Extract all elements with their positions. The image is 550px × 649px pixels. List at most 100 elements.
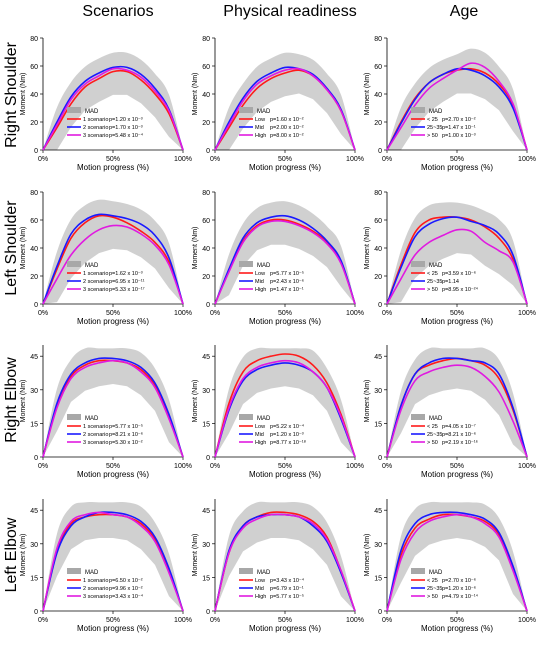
y-tick-label: 30 [374,388,382,395]
x-tick-label: 50% [106,617,120,624]
legend-label: > 50 [427,594,438,600]
y-tick-label: 40 [374,246,382,253]
y-axis-label: Moment (Nm) [364,534,371,577]
chart-grid: 0 20 40 60 80 0% 50% 100% Motion progress (%) Mom… [20,36,536,633]
y-tick-label: 15 [30,421,38,428]
series-line [386,513,528,612]
y-tick-label: 60 [30,218,38,225]
x-tick-label: 50% [278,617,292,624]
x-tick-label: 50% [450,310,464,317]
column-title-age: Age [450,3,479,20]
series-line [386,364,528,458]
chart-panel: 0 15 30 45 0% 50% 100% Motion progress (%) Momen… [20,499,192,633]
y-tick-label: 80 [374,190,382,197]
series-line [386,62,528,151]
x-tick-label: 50% [450,617,464,624]
legend-swatch-mad [239,568,253,574]
chart-panel: 0 20 40 60 80 0% 50% 100% Motion progress (%) Mom… [20,190,192,326]
legend-p-value: p=8.00 x 10⁻² [270,133,304,139]
y-axis-label: Moment (Nm) [364,227,371,270]
x-tick-label: 0% [210,463,220,470]
x-tick-label: 100% [174,463,192,470]
legend-p-value: p=6.50 x 10⁻² [109,578,143,584]
legend-label: < 25 [427,578,438,584]
series-line [42,214,184,305]
legend-label-mad: MAD [429,263,443,269]
x-tick-label: 50% [278,310,292,317]
x-tick-label: 100% [518,156,536,163]
legend-swatch-mad [67,568,81,574]
y-axis-label: Moment (Nm) [192,227,199,270]
y-tick-label: 20 [202,274,210,281]
x-tick-label: 0% [382,156,392,163]
legend-label: > 50 [427,440,438,446]
y-tick-label: 45 [374,354,382,361]
legend-label: High [255,133,266,139]
legend-p-value: p=5.33 x 10⁻¹⁷ [109,286,145,293]
legend-label-mad: MAD [257,263,271,269]
legend-label: Low [255,271,265,277]
y-tick-label: 0 [34,455,38,462]
legend-p-value: p=6.79 x 10⁻¹ [270,586,304,592]
legend-p-value: p=4.05 x 10⁻⁷ [442,423,476,430]
y-tick-label: 60 [202,64,210,71]
legend-p-value: p=1.14 [442,279,459,285]
legend-p-value: p=3.43 x 10⁻⁴ [270,577,305,584]
legend-p-value: p=1.70 x 10⁻³ [109,125,143,131]
legend-p-value: p=3.43 x 10⁻⁴ [109,593,144,600]
x-axis-label: Motion progress (%) [249,317,321,326]
legend-swatch-mad [239,414,253,420]
x-tick-label: 100% [518,310,536,317]
series-line [386,357,528,458]
legend-label: 3 scenario [83,440,108,446]
legend-p-value: p=8.95 x 10⁻²⁴ [442,286,479,293]
y-tick-label: 20 [30,120,38,127]
legend-p-value: p=2.00 x 10⁻² [270,125,304,131]
legend-label: 2 scenario [83,586,108,592]
chart-panel: 0 15 30 45 0% 50% 100% Motion progress (%) Momen… [192,345,364,479]
legend-label: 1 scenario [83,424,108,430]
y-tick-label: 20 [30,274,38,281]
series-line [42,511,184,612]
chart-panel: 0 15 30 45 0% 50% 100% Motion progress (%) Momen… [20,345,192,479]
y-tick-label: 0 [34,302,38,309]
legend-label: Low [255,424,265,430]
chart-panel: 0 15 30 45 0% 50% 100% Motion progress (%) Momen… [192,499,364,633]
x-tick-label: 50% [278,463,292,470]
y-tick-label: 30 [202,542,210,549]
legend-label: 2 scenario [83,125,108,131]
legend-swatch-mad [411,107,425,113]
series-line [42,67,184,151]
y-tick-label: 0 [378,455,382,462]
x-axis-label: Motion progress (%) [77,163,149,172]
series-line [386,228,528,305]
legend-p-value: p=6.95 x 10⁻¹¹ [109,279,145,285]
mad-band [215,347,355,457]
legend-label-mad: MAD [85,416,99,422]
legend-swatch-mad [239,261,253,267]
series-line [42,511,184,612]
y-tick-label: 30 [374,542,382,549]
legend-label: 2 scenario [83,279,108,285]
x-tick-label: 0% [382,310,392,317]
column-title-physical-readiness: Physical readiness [223,3,356,20]
x-tick-label: 0% [38,463,48,470]
series-line [214,67,356,151]
legend-label: High [255,594,266,600]
legend-swatch-mad [411,261,425,267]
legend-label: 25~35 [427,125,442,131]
row-title-left-elbow: Left Elbow [3,517,20,592]
x-axis-label: Motion progress (%) [77,317,149,326]
y-tick-label: 60 [374,218,382,225]
legend-label: High [255,440,266,446]
legend-label-mad: MAD [85,570,99,576]
x-tick-label: 100% [346,156,364,163]
legend-label: Mid [255,125,264,131]
x-tick-label: 50% [106,310,120,317]
x-tick-label: 0% [38,156,48,163]
x-tick-label: 100% [346,463,364,470]
y-tick-label: 30 [30,388,38,395]
series-line [42,359,184,458]
y-axis-label: Moment (Nm) [192,534,199,577]
